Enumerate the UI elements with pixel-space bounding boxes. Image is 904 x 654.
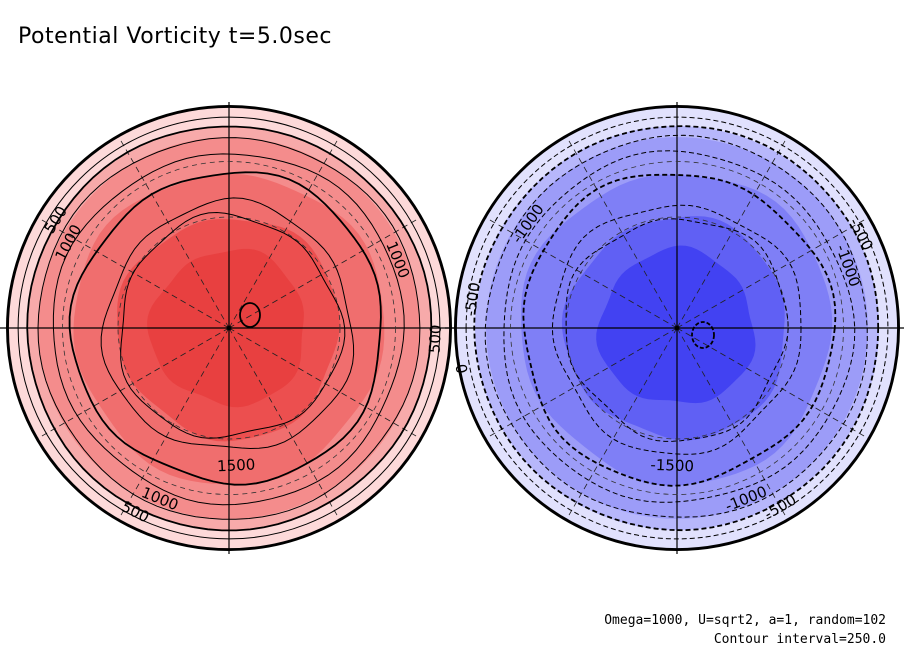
parameters-note: Omega=1000, U=sqrt2, a=1, random=102 [604,613,886,628]
disk-border [454,105,900,551]
contour-line [100,197,355,450]
contour-line [565,218,789,442]
latitude-ring [510,161,844,495]
meridian-line [565,135,678,329]
plot-title: Potential Vorticity t=5.0sec [18,24,332,49]
contour-line [522,173,837,487]
contour-label: -1500 [650,456,694,476]
contour-label: -500 [461,281,484,317]
contour-line [455,106,899,550]
contour-line [68,171,382,486]
contour-line [37,137,421,520]
contour-line [52,153,405,506]
contour-label: 1500 [217,455,256,475]
pole-marker [674,325,680,331]
pole-marker [226,325,232,331]
contour-line [503,150,856,503]
meridian-line [228,327,341,521]
contour-label: 500 [425,324,444,354]
contour-label: -0 [450,357,470,375]
meridian-line [117,135,230,329]
meridian-line [676,216,870,329]
contour-interval-note: Contour interval=250.0 [713,632,886,647]
vortex-contour [239,302,261,328]
southern-hemisphere-disk: -1000-500-0-500-1000-1500-1000-500 [445,102,904,554]
pv-band [596,245,756,404]
vortex-contour [691,321,715,349]
contour-line [551,204,802,455]
meridian-line [117,327,230,521]
meridian-line [228,216,422,329]
contour-line [484,134,868,518]
meridian-line [565,327,678,521]
contour-line [465,116,889,540]
contour-line [120,211,346,439]
meridian-line [676,327,789,521]
contour-line [473,125,880,532]
latitude-ring [117,216,341,440]
contour-line [26,125,433,532]
latitude-ring [62,161,396,495]
contour-line [17,116,441,540]
